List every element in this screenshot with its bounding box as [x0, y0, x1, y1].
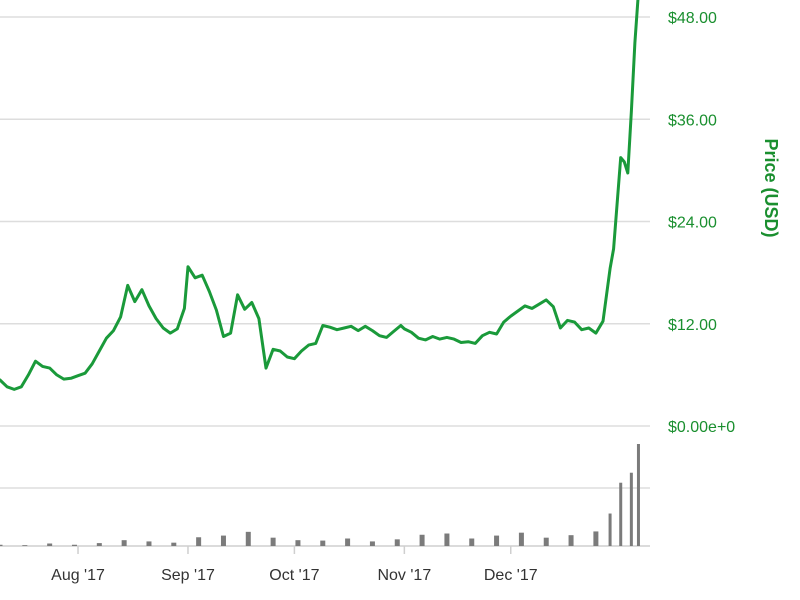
volume-bar [608, 513, 612, 546]
y-tick-label: $36.00 [668, 112, 717, 129]
volume-bar [121, 540, 127, 546]
x-axis-ticks: Aug '17 Sep '17 Oct '17 Nov '17 Dec '17 [51, 546, 538, 584]
x-tick-label: Sep '17 [161, 567, 215, 584]
volume-bar [22, 545, 28, 546]
volume-bar [518, 532, 524, 546]
volume-bar [47, 543, 53, 546]
volume-bar [444, 533, 450, 546]
y-tick-label: $48.00 [668, 10, 717, 27]
y-tick-label: $24.00 [668, 215, 717, 232]
volume-bar [71, 544, 77, 546]
volume-bar [146, 541, 152, 546]
volume-grid [0, 487, 650, 547]
volume-bar [345, 538, 351, 546]
y-axis-title: Price (USD) [761, 138, 781, 237]
volume-bars [0, 444, 640, 546]
volume-bar [220, 535, 226, 546]
volume-bar [171, 542, 177, 546]
y-axis-ticks: $0.00e+0 $12.00 $24.00 $36.00 $48.00 [668, 10, 735, 436]
volume-bar [494, 535, 500, 546]
volume-bar [295, 540, 301, 546]
x-tick-label: Oct '17 [269, 567, 319, 584]
volume-bar [593, 531, 599, 546]
price-grid [0, 16, 650, 427]
y-tick-label: $12.00 [668, 317, 717, 334]
volume-bar [369, 541, 375, 546]
y-tick-label: $0.00e+0 [668, 419, 735, 436]
x-tick-label: Aug '17 [51, 567, 105, 584]
volume-bar [629, 472, 633, 546]
volume-bar [469, 538, 475, 546]
volume-bar [320, 540, 326, 546]
volume-bar [96, 543, 102, 546]
volume-bar [0, 544, 3, 546]
volume-bar [543, 537, 549, 546]
volume-bar [394, 539, 400, 546]
price-series [0, 0, 640, 391]
volume-bar [419, 534, 425, 546]
volume-bar [270, 537, 276, 546]
volume-bar [568, 535, 574, 546]
x-tick-label: Nov '17 [377, 567, 431, 584]
x-tick-label: Dec '17 [484, 567, 538, 584]
volume-bar [245, 531, 251, 546]
price-line [0, 0, 640, 391]
volume-bar [619, 482, 623, 546]
volume-bar [196, 537, 202, 546]
volume-bar [636, 444, 640, 546]
